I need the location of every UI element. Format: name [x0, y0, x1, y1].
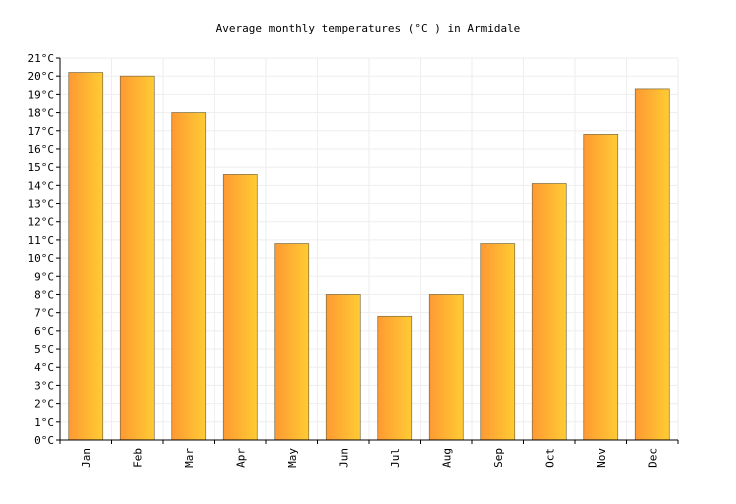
x-tick-label: Aug — [440, 448, 453, 468]
x-tick-label: Feb — [131, 448, 144, 468]
bar-nov — [583, 134, 619, 441]
x-tick-label: May — [286, 448, 299, 468]
y-tick-label: 1°C — [34, 416, 54, 429]
y-tick-label: 20°C — [28, 70, 55, 83]
y-tick-label: 3°C — [34, 379, 54, 392]
bar-dec — [634, 88, 670, 441]
y-tick-label: 0°C — [34, 434, 54, 447]
y-tick-label: 4°C — [34, 361, 54, 374]
x-tick-label: Jul — [389, 448, 402, 468]
x-tick-label: Dec — [646, 448, 659, 468]
y-tick-label: 2°C — [34, 398, 54, 411]
bar-mar — [171, 112, 207, 441]
bars — [68, 72, 670, 441]
grid-lines — [60, 57, 679, 440]
bar-aug — [428, 294, 464, 441]
y-tick-label: 15°C — [28, 161, 55, 174]
y-tick-label: 14°C — [28, 179, 55, 192]
y-tick-label: 5°C — [34, 343, 54, 356]
y-tick-label: 7°C — [34, 307, 54, 320]
chart-title: Average monthly temperatures (°C ) in Ar… — [215, 22, 521, 35]
x-tick-label: Oct — [543, 448, 556, 468]
y-tick-label: 12°C — [28, 216, 55, 229]
x-tick-label: Nov — [595, 448, 608, 468]
x-tick-label: Jan — [80, 448, 93, 468]
bar-sep — [480, 243, 516, 441]
bar-feb — [119, 75, 155, 441]
y-tick-label: 17°C — [28, 125, 55, 138]
bar-may — [274, 243, 310, 441]
bar-jul — [377, 315, 413, 441]
y-tick-label: 16°C — [28, 143, 55, 156]
y-tick-label: 9°C — [34, 270, 54, 283]
x-tick-label: Mar — [183, 448, 196, 468]
x-tick-label: Apr — [234, 448, 247, 468]
x-tick-label: Jun — [337, 448, 350, 468]
bar-apr — [222, 174, 258, 441]
y-tick-label: 8°C — [34, 288, 54, 301]
x-tick-labels: Jan Feb Mar Apr May Jun Jul Aug Sep Oct Nov Dec — [80, 448, 660, 468]
y-tick-label: 13°C — [28, 198, 55, 211]
x-tick-label: Sep — [492, 448, 505, 468]
bar-jun — [325, 294, 361, 441]
y-tick-labels: 0°C 1°C 2°C 3°C 4°C 5°C 6°C 7°C 8°C 9°C 10°C 11°C 12… — [28, 52, 55, 447]
y-tick-label: 6°C — [34, 325, 54, 338]
y-tick-label: 21°C — [28, 52, 55, 65]
y-tick-label: 11°C — [28, 234, 55, 247]
y-tick-label: 18°C — [28, 107, 55, 120]
bar-oct — [531, 183, 567, 441]
bar-jan — [68, 72, 104, 441]
y-tick-label: 19°C — [28, 88, 55, 101]
y-tick-label: 10°C — [28, 252, 55, 265]
axes — [56, 57, 679, 444]
